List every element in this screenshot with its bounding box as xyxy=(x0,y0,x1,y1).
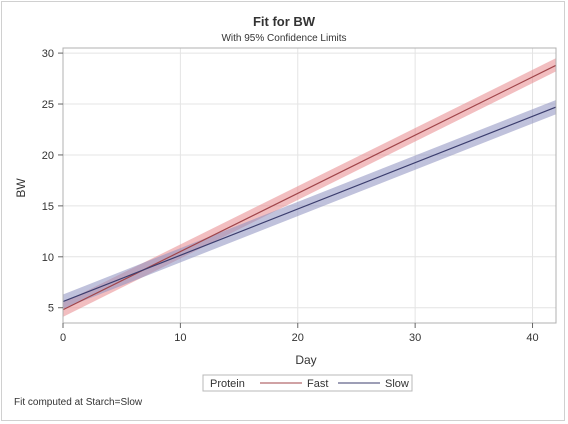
chart-title: Fit for BW xyxy=(253,14,316,29)
y-axis-label: BW xyxy=(14,178,28,198)
x-tick-label: 30 xyxy=(409,332,421,344)
legend-label-slow: Slow xyxy=(385,378,409,390)
y-tick-label: 20 xyxy=(42,150,54,162)
footnote: Fit computed at Starch=Slow xyxy=(14,397,143,408)
y-tick-label: 15 xyxy=(42,201,54,213)
plot-area xyxy=(62,47,557,324)
x-tick-label: 10 xyxy=(174,332,186,344)
y-tick-label: 5 xyxy=(48,303,54,315)
fit-line-slow xyxy=(62,106,557,303)
x-axis-ticks: 0 10 20 30 40 xyxy=(60,323,539,344)
x-axis-label: Day xyxy=(295,353,316,367)
fit-line-fast xyxy=(62,64,557,311)
x-tick-label: 0 xyxy=(60,332,66,344)
x-tick-label: 40 xyxy=(526,332,538,344)
y-tick-label: 25 xyxy=(42,99,54,111)
legend-title: Protein xyxy=(210,378,245,390)
legend: Protein Fast Slow xyxy=(202,374,413,392)
chart-subtitle: With 95% Confidence Limits xyxy=(221,33,346,44)
y-axis-ticks: 5 10 15 20 25 30 xyxy=(42,48,63,315)
y-tick-label: 10 xyxy=(42,252,54,264)
y-tick-label: 30 xyxy=(42,48,54,60)
legend-box xyxy=(202,374,413,392)
fit-lines xyxy=(62,64,557,311)
legend-label-fast: Fast xyxy=(307,378,328,390)
x-tick-label: 20 xyxy=(292,332,304,344)
